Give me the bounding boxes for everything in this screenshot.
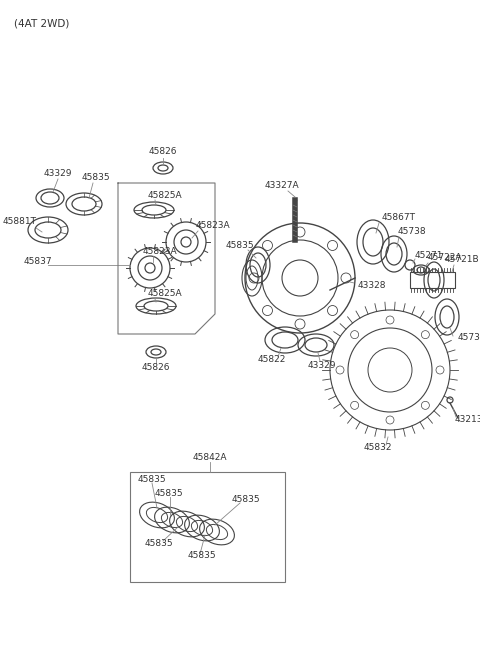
Text: 45738: 45738 <box>398 228 427 237</box>
Text: 45823A: 45823A <box>143 247 178 255</box>
Text: 45835: 45835 <box>155 489 184 497</box>
Text: 45826: 45826 <box>149 148 177 157</box>
Text: 45842A: 45842A <box>193 453 227 462</box>
Bar <box>410 272 455 288</box>
Text: (4AT 2WD): (4AT 2WD) <box>14 18 70 28</box>
Text: 45835: 45835 <box>82 173 110 182</box>
Text: 45826: 45826 <box>142 363 170 373</box>
Text: 45867T: 45867T <box>382 213 416 222</box>
Text: 45822: 45822 <box>258 356 286 365</box>
Text: 45835: 45835 <box>188 552 216 560</box>
Text: 45823A: 45823A <box>196 222 230 230</box>
Text: 45825A: 45825A <box>148 289 182 298</box>
Text: 43213: 43213 <box>455 415 480 424</box>
Text: 45832: 45832 <box>364 443 392 453</box>
Text: 43327A: 43327A <box>264 180 300 190</box>
Text: 43329: 43329 <box>44 169 72 178</box>
Text: 45721B: 45721B <box>445 255 480 264</box>
Text: 43328: 43328 <box>358 281 386 289</box>
Text: 43329: 43329 <box>308 361 336 369</box>
Text: 45271: 45271 <box>415 251 444 260</box>
Bar <box>130 472 285 582</box>
Text: 45722A: 45722A <box>428 253 463 262</box>
Text: 45835: 45835 <box>226 241 254 249</box>
Text: 45835: 45835 <box>145 539 174 548</box>
Text: 45835: 45835 <box>138 476 167 485</box>
Text: 45825A: 45825A <box>148 190 182 199</box>
Text: 45738: 45738 <box>458 333 480 342</box>
Text: 45881T: 45881T <box>3 218 37 226</box>
Text: 45837: 45837 <box>24 258 53 266</box>
Text: 45835: 45835 <box>232 495 261 504</box>
